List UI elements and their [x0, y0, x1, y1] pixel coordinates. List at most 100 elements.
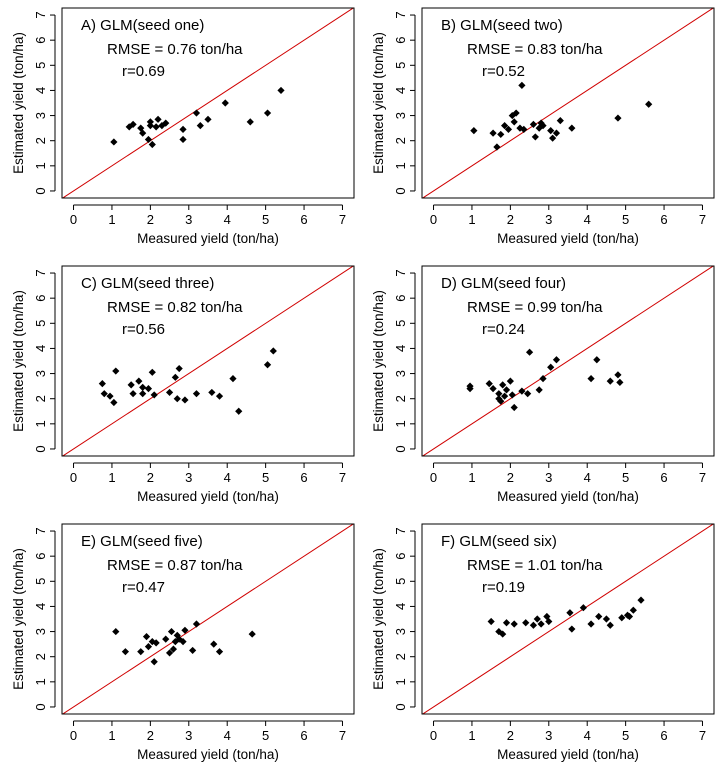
data-point: [497, 130, 505, 139]
data-point: [121, 648, 129, 656]
data-point: [537, 620, 545, 628]
y-tick-label: 6: [393, 553, 408, 560]
data-point: [512, 109, 520, 117]
data-point: [148, 140, 156, 149]
data-point: [502, 619, 511, 627]
x-tick-label: 0: [70, 470, 77, 485]
data-point: [152, 639, 160, 647]
x-tick-label: 7: [699, 728, 706, 743]
y-tick-label: 1: [33, 162, 48, 169]
data-point: [179, 125, 187, 133]
one-to-one-line: [62, 266, 354, 456]
x-tick-label: 3: [185, 212, 192, 227]
x-axis-label: Measured yield (ton/ha): [137, 231, 279, 246]
data-point: [616, 378, 624, 386]
data-point: [144, 135, 153, 144]
data-point: [606, 377, 614, 385]
data-point: [112, 367, 120, 375]
x-axis-label: Measured yield (ton/ha): [497, 489, 639, 504]
y-tick-label: 4: [393, 603, 408, 610]
y-tick-label: 0: [393, 445, 408, 452]
data-point: [215, 648, 224, 656]
y-tick-label: 5: [33, 62, 48, 69]
x-tick-label: 2: [147, 212, 154, 227]
plot-frame: [61, 265, 355, 457]
x-tick-label: 1: [468, 470, 475, 485]
x-tick-label: 0: [430, 470, 437, 485]
data-point: [229, 374, 237, 383]
data-point: [579, 604, 587, 612]
data-point: [221, 99, 229, 107]
y-tick-label: 6: [33, 553, 48, 560]
x-tick-label: 3: [185, 470, 192, 485]
data-point: [587, 620, 595, 628]
data-point: [502, 386, 511, 394]
x-tick-label: 5: [262, 212, 269, 227]
x-tick-label: 1: [108, 470, 115, 485]
plot-frame: [61, 523, 355, 715]
y-tick-label: 1: [393, 678, 408, 685]
y-tick-label: 1: [393, 162, 408, 169]
data-point: [167, 627, 176, 636]
x-axis-label: Measured yield (ton/ha): [137, 747, 279, 762]
data-point: [518, 387, 526, 395]
one-to-one-line: [422, 8, 714, 198]
data-point: [148, 368, 156, 376]
x-axis-label: Measured yield (ton/ha): [497, 231, 639, 246]
data-point: [535, 124, 543, 132]
panel-title: E) GLM(seed five): [81, 533, 203, 550]
x-tick-label: 6: [300, 728, 307, 743]
plot-frame: [421, 7, 715, 199]
data-point: [520, 125, 528, 133]
data-point: [189, 646, 197, 655]
panel-4: 0 1 2 3 4 5 6 7 0 1 2 3 4 5 6 7 Measured yield (ton/ha) E…: [371, 265, 715, 504]
data-point: [192, 109, 201, 117]
y-tick-label: 4: [33, 345, 48, 352]
x-tick-label: 1: [108, 212, 115, 227]
data-point: [489, 385, 497, 393]
data-point: [618, 614, 626, 622]
data-point: [497, 397, 505, 405]
y-axis-label: Estimated yield (ton/ha): [371, 290, 386, 432]
x-tick-label: 4: [224, 212, 231, 227]
data-point: [549, 134, 557, 142]
data-point: [552, 356, 561, 364]
x-tick-label: 4: [224, 470, 231, 485]
data-point: [150, 391, 158, 399]
data-point: [154, 115, 162, 123]
plot-frame: [421, 265, 715, 457]
panel-title: D) GLM(seed four): [441, 275, 566, 292]
x-tick-label: 5: [622, 212, 629, 227]
x-tick-label: 2: [507, 728, 514, 743]
data-point: [485, 380, 493, 388]
x-tick-label: 1: [468, 728, 475, 743]
rmse-label: RMSE = 0.99 ton/ha: [467, 299, 603, 316]
y-tick-label: 3: [33, 628, 48, 635]
data-point: [171, 373, 179, 381]
x-tick-label: 2: [147, 470, 154, 485]
data-point: [146, 118, 154, 126]
data-point: [539, 122, 547, 130]
data-point: [110, 138, 118, 146]
r-label: r=0.69: [122, 63, 165, 80]
data-point: [508, 391, 516, 399]
data-point: [510, 620, 518, 628]
y-tick-label: 7: [393, 269, 408, 276]
x-tick-label: 6: [660, 728, 667, 743]
panel-5: 0 1 2 3 4 5 6 7 0 1 2 3 4 5 6 7 Measured yield (ton/ha) E…: [11, 523, 355, 762]
data-point: [539, 374, 547, 383]
panel-title: F) GLM(seed six): [441, 533, 557, 550]
data-point: [269, 347, 277, 355]
y-tick-label: 7: [393, 11, 408, 18]
y-tick-label: 2: [393, 395, 408, 402]
x-tick-label: 0: [70, 212, 77, 227]
x-tick-label: 5: [622, 470, 629, 485]
data-point: [524, 390, 532, 398]
data-point: [593, 356, 601, 364]
data-point: [137, 648, 145, 656]
one-to-one-line: [62, 524, 354, 714]
data-point: [547, 127, 555, 135]
data-point: [139, 129, 147, 137]
data-point: [533, 615, 541, 623]
data-point: [614, 114, 622, 122]
